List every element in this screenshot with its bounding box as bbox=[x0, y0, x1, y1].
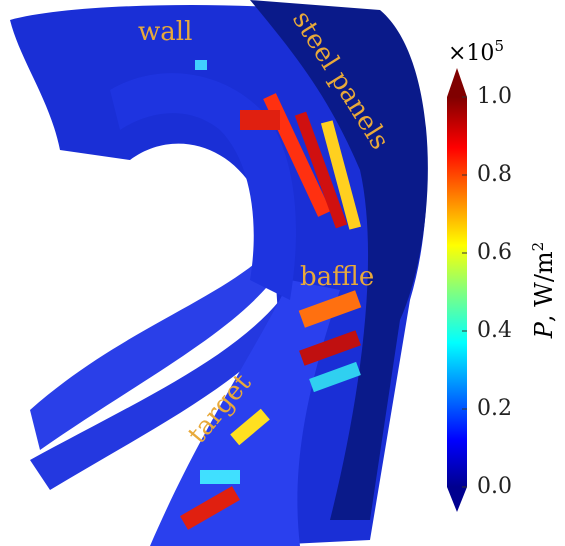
multiplier-exponent: 5 bbox=[494, 37, 504, 55]
label-exponent: 2 bbox=[529, 242, 547, 252]
y-tick-label: 0.8 bbox=[477, 162, 512, 187]
colorbar bbox=[447, 68, 467, 512]
annotation: wall bbox=[138, 17, 192, 47]
y-tick-label: 0.4 bbox=[477, 318, 512, 343]
label-units: , W/m bbox=[530, 251, 558, 322]
colorbar-label: P, W/m2 bbox=[529, 242, 558, 339]
hot-spots bbox=[180, 60, 362, 530]
y-tick-label: 0.0 bbox=[477, 474, 512, 499]
colorbar-arrow bbox=[447, 487, 467, 512]
colorbar-arrow bbox=[447, 68, 467, 97]
multiplier: ×105 bbox=[448, 37, 504, 66]
render bbox=[10, 0, 428, 546]
y-tick-label: 1.0 bbox=[477, 84, 512, 109]
annotation: baffle bbox=[300, 262, 374, 292]
y-tick-label: 0.2 bbox=[477, 396, 512, 421]
y-tick-label: 0.6 bbox=[477, 240, 512, 265]
multiplier-base: ×10 bbox=[448, 41, 494, 66]
colorbar-body bbox=[447, 97, 467, 487]
label-symbol: P bbox=[530, 321, 558, 339]
